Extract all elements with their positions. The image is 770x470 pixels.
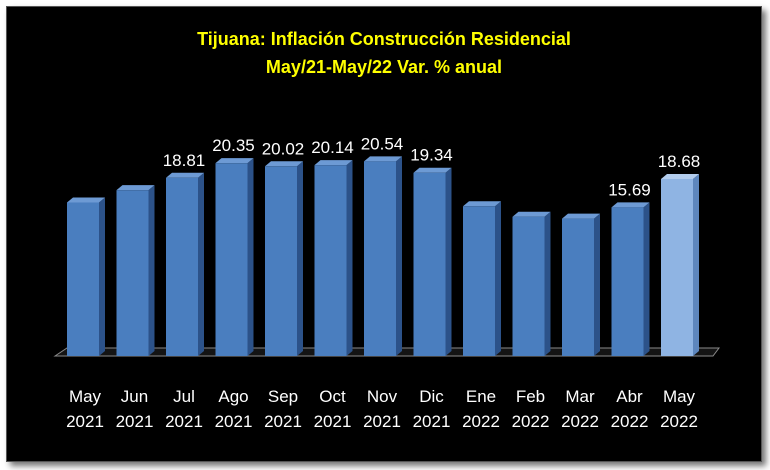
bar-side [297, 161, 303, 356]
bar [67, 197, 105, 356]
x-tick-label: 2021 [165, 412, 203, 431]
bar [562, 213, 600, 356]
x-tick-label: Jun [121, 387, 148, 406]
x-axis-labels: May 2021 Jun 2021 Jul 2021 Ago 2021 Sep 2021 Oct 20… [66, 387, 698, 431]
x-tick-label: Jul [173, 387, 195, 406]
data-label: 20.14 [311, 138, 354, 157]
bar-top [166, 172, 204, 178]
x-tick-label: Sep [268, 387, 298, 406]
x-tick-label: 2022 [611, 412, 649, 431]
x-tick-label: Mar [565, 387, 595, 406]
bar-front [314, 165, 347, 356]
bar-front [215, 163, 248, 356]
bar-side [544, 211, 551, 356]
bar-top [364, 156, 402, 162]
x-tick-label: 2021 [116, 412, 154, 431]
bar [265, 161, 303, 356]
bar-top [314, 160, 353, 166]
bar-front [562, 218, 594, 356]
x-tick-label: 2021 [264, 412, 302, 431]
bar-side [99, 197, 105, 356]
data-labels: 18.81 20.35 20.02 20.14 20.54 19.34 15.69 18.68 [163, 134, 701, 199]
bar [512, 211, 551, 356]
bar-front [413, 172, 446, 356]
bar-front [364, 161, 396, 356]
x-tick-label: Nov [367, 387, 398, 406]
x-tick-label: 2021 [413, 412, 451, 431]
bar-top [67, 197, 105, 203]
x-tick-label: Oct [319, 387, 346, 406]
bar [166, 172, 204, 356]
data-label: 15.69 [608, 180, 651, 199]
x-tick-label: May [69, 387, 102, 406]
bar-side [445, 167, 452, 356]
data-label: 18.81 [163, 151, 206, 170]
x-tick-label: Feb [516, 387, 545, 406]
bar-front [611, 207, 644, 356]
bar-top [215, 158, 254, 164]
bar-top [463, 201, 501, 207]
chart-area: Tijuana: Inflación Construcción Residenc… [6, 6, 762, 462]
x-tick-label: Dic [419, 387, 444, 406]
data-label: 20.54 [361, 134, 404, 153]
bar [413, 167, 452, 356]
bar-front [463, 206, 495, 356]
bar-front [116, 190, 149, 356]
bar-chart: Tijuana: Inflación Construcción Residenc… [53, 29, 720, 431]
bar-side [346, 160, 353, 356]
x-tick-label: Abr [616, 387, 643, 406]
bar-front [265, 166, 297, 356]
x-tick-label: 2022 [512, 412, 550, 431]
bar-front [512, 216, 545, 356]
x-tick-label: 2021 [215, 412, 253, 431]
bar-side [148, 185, 155, 356]
bar-side [594, 213, 600, 356]
bar-front [661, 178, 693, 356]
x-tick-label: Ene [466, 387, 496, 406]
bar [611, 202, 650, 356]
data-label: 18.68 [658, 152, 701, 171]
x-tick-label: Ago [218, 387, 248, 406]
chart-subtitle: May/21-May/22 Var. % anual [266, 57, 502, 77]
chart-title: Tijuana: Inflación Construcción Residenc… [197, 29, 571, 49]
bar [364, 156, 402, 356]
x-tick-label: 2022 [462, 412, 500, 431]
bar-side [693, 173, 699, 356]
bar-top [562, 213, 600, 219]
bar-side [396, 156, 402, 356]
x-tick-label: 2022 [561, 412, 599, 431]
x-tick-label: 2022 [660, 412, 698, 431]
bar-side [643, 202, 650, 356]
bar-top [116, 185, 155, 191]
bars [67, 156, 699, 356]
data-label: 20.02 [262, 139, 305, 158]
bar-side [247, 158, 254, 356]
bar-side [198, 172, 204, 356]
bar [661, 173, 699, 356]
bar [463, 201, 501, 356]
bar-top [413, 167, 452, 173]
x-tick-label: 2021 [314, 412, 352, 431]
x-tick-label: 2021 [66, 412, 104, 431]
bar-top [265, 161, 303, 167]
bar-top [611, 202, 650, 208]
x-tick-label: May [663, 387, 696, 406]
bar-front [67, 202, 99, 356]
bar-top [512, 211, 551, 217]
data-label: 20.35 [212, 136, 255, 155]
bar-front [166, 177, 198, 356]
bar-side [495, 201, 501, 356]
bar [314, 160, 353, 356]
data-label: 19.34 [410, 146, 453, 165]
x-tick-label: 2021 [363, 412, 401, 431]
bar [116, 185, 155, 356]
bar [215, 158, 254, 356]
bar-top [661, 173, 699, 179]
